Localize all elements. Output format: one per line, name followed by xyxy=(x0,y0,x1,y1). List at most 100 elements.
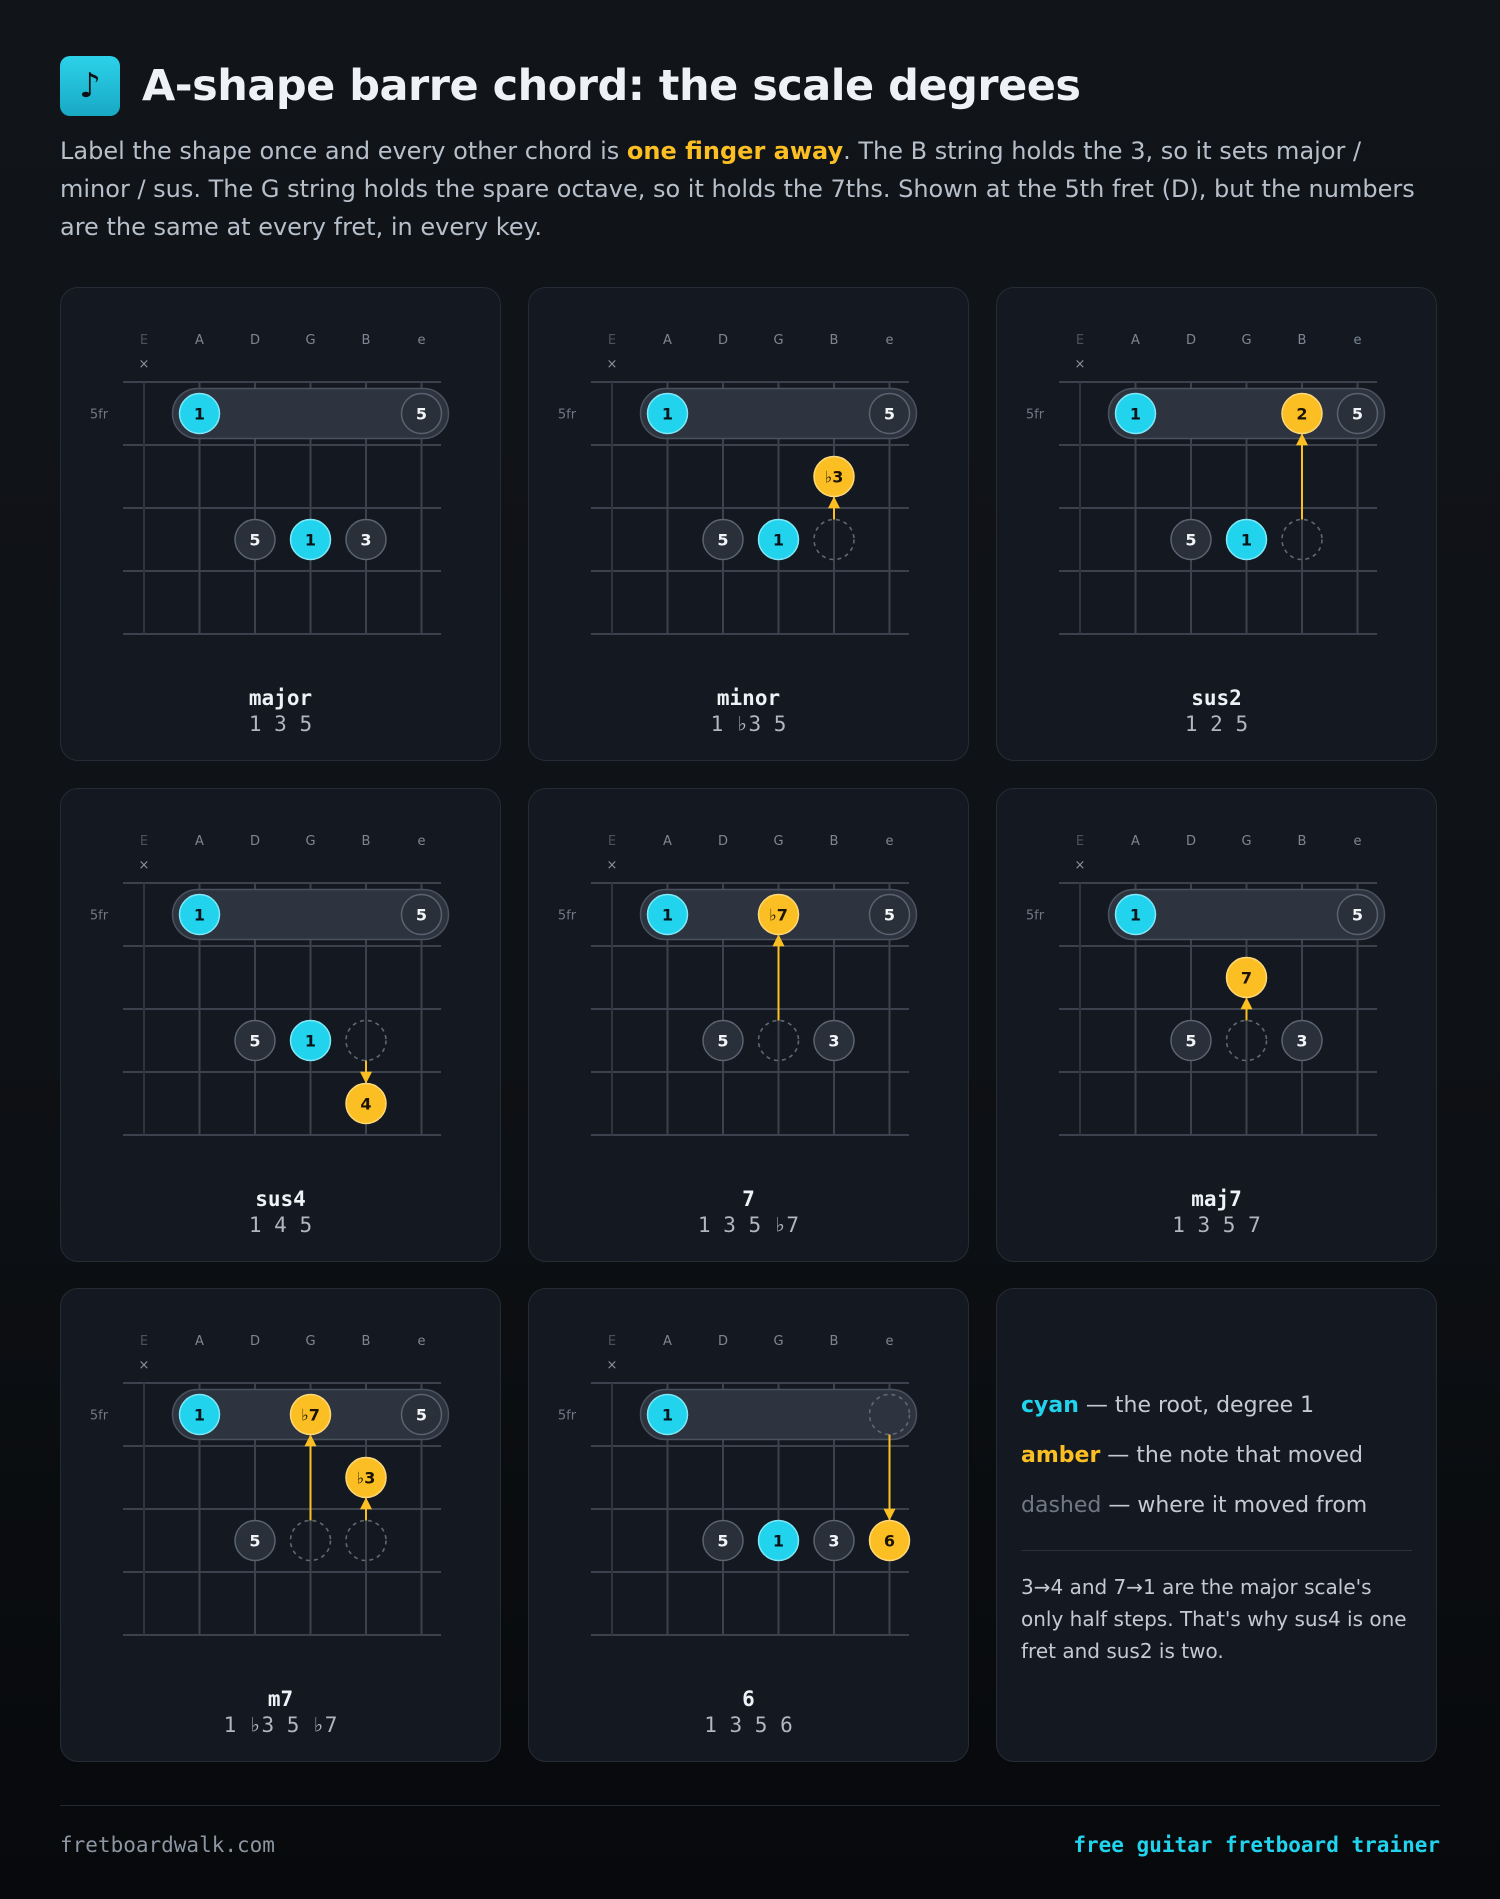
string-label-D: D xyxy=(250,1334,260,1349)
string-label-D: D xyxy=(250,834,260,849)
note-dot-root: 1 xyxy=(178,392,221,435)
muted-string-mark: × xyxy=(1075,357,1086,372)
note-dot-moved: 6 xyxy=(868,1519,911,1562)
chord-name: sus4 xyxy=(255,1187,306,1211)
chord-degrees: 1 3 5 xyxy=(248,712,313,736)
string-label-A: A xyxy=(195,834,204,849)
fret-position-label: 5fr xyxy=(1026,909,1045,924)
legend-root-text: — the root, degree 1 xyxy=(1078,1393,1315,1418)
note-label: 5 xyxy=(249,1032,260,1051)
chord-name: 6 xyxy=(742,1687,755,1711)
string-label-e: e xyxy=(886,333,894,348)
chord-name: 7 xyxy=(742,1187,755,1211)
string-label-B: B xyxy=(362,1334,371,1349)
page-title: A-shape barre chord: the scale degrees xyxy=(142,61,1081,111)
string-label-E: E xyxy=(140,834,148,849)
muted-string-mark: × xyxy=(607,858,618,873)
note-label: 1 xyxy=(1130,906,1141,925)
fret-position-label: 5fr xyxy=(558,408,577,423)
barre-bar xyxy=(639,387,918,440)
chord-name: m7 xyxy=(267,1687,294,1711)
chord-degrees: 1 ♭3 5 xyxy=(710,712,787,736)
chord-degrees: 1 3 5 6 xyxy=(704,1713,793,1737)
note-label: 3 xyxy=(828,1032,839,1051)
string-label-B: B xyxy=(362,834,371,849)
note-dot-neutral: 5 xyxy=(1170,518,1212,561)
note-dot-root: 1 xyxy=(646,893,689,936)
note-label: ♭7 xyxy=(769,906,788,925)
note-dot-root: 1 xyxy=(646,1393,689,1436)
note-label: 7 xyxy=(1241,969,1252,988)
note-label: ♭3 xyxy=(825,468,844,487)
note-dot-neutral: 3 xyxy=(813,1019,855,1062)
note-dot-neutral: 5 xyxy=(1336,392,1379,435)
footer-site-link[interactable]: fretboardwalk.com xyxy=(60,1833,275,1857)
note-label: 1 xyxy=(662,906,673,925)
note-label: ♭7 xyxy=(301,1406,320,1425)
string-label-G: G xyxy=(1241,333,1251,348)
string-label-B: B xyxy=(1298,834,1307,849)
note-dot-moved: 2 xyxy=(1281,392,1323,435)
note-label: 5 xyxy=(416,405,427,424)
string-label-D: D xyxy=(1186,834,1196,849)
note-dot-neutral: 5 xyxy=(1170,1019,1212,1062)
chord-degrees: 1 3 5 7 xyxy=(1172,1213,1261,1237)
legend-root-key: cyan xyxy=(1021,1393,1079,1418)
ghost-position-marker xyxy=(1225,1019,1268,1062)
note-label: 1 xyxy=(662,405,673,424)
string-label-B: B xyxy=(830,834,839,849)
note-label: 1 xyxy=(194,405,205,424)
note-dot-neutral: 5 xyxy=(234,1519,276,1562)
string-label-B: B xyxy=(830,333,839,348)
legend-root: cyan — the root, degree 1 xyxy=(1021,1393,1314,1418)
muted-string-mark: × xyxy=(139,858,150,873)
note-label: 5 xyxy=(1352,906,1363,925)
note-dot-neutral: 5 xyxy=(868,392,911,435)
fret-position-label: 5fr xyxy=(558,1409,577,1424)
string-label-e: e xyxy=(1354,834,1362,849)
string-label-G: G xyxy=(305,1334,315,1349)
fret-position-label: 5fr xyxy=(558,909,577,924)
note-dot-root: 1 xyxy=(757,518,800,561)
barre-bar xyxy=(639,1388,918,1441)
chord-name: maj7 xyxy=(1191,1187,1242,1211)
note-label: 3 xyxy=(828,1532,839,1551)
note-label: 4 xyxy=(360,1095,371,1114)
muted-string-mark: × xyxy=(607,1358,618,1373)
note-dot-neutral: 5 xyxy=(702,1519,744,1562)
note-label: 5 xyxy=(717,1532,728,1551)
note-dot-neutral: 5 xyxy=(868,893,911,936)
string-label-G: G xyxy=(773,1334,783,1349)
legend-card: cyan — the root, degree 1 amber — the no… xyxy=(996,1288,1437,1762)
note-label: 5 xyxy=(884,906,895,925)
note-dot-neutral: 3 xyxy=(1281,1019,1323,1062)
note-dot-root: 1 xyxy=(757,1519,800,1562)
ghost-position-marker xyxy=(813,518,855,561)
footer-tagline-link[interactable]: free guitar fretboard trainer xyxy=(1073,1833,1440,1857)
note-label: ♭3 xyxy=(357,1469,376,1488)
string-label-A: A xyxy=(1131,333,1140,348)
string-label-A: A xyxy=(663,834,672,849)
string-label-A: A xyxy=(663,1334,672,1349)
note-dot-root: 1 xyxy=(178,1393,221,1436)
note-dot-neutral: 5 xyxy=(702,518,744,561)
legend-moved: amber — the note that moved xyxy=(1021,1443,1363,1468)
note-label: 5 xyxy=(416,906,427,925)
string-label-G: G xyxy=(305,333,315,348)
ghost-position-marker xyxy=(289,1519,332,1562)
note-dot-moved: ♭7 xyxy=(757,893,800,936)
intro-pre: Label the shape once and every other cho… xyxy=(60,137,627,165)
string-label-G: G xyxy=(1241,834,1251,849)
note-dot-neutral: 5 xyxy=(234,1019,276,1062)
muted-string-mark: × xyxy=(1075,858,1086,873)
title-row: ♪ A-shape barre chord: the scale degrees xyxy=(60,56,1440,116)
string-label-e: e xyxy=(886,834,894,849)
